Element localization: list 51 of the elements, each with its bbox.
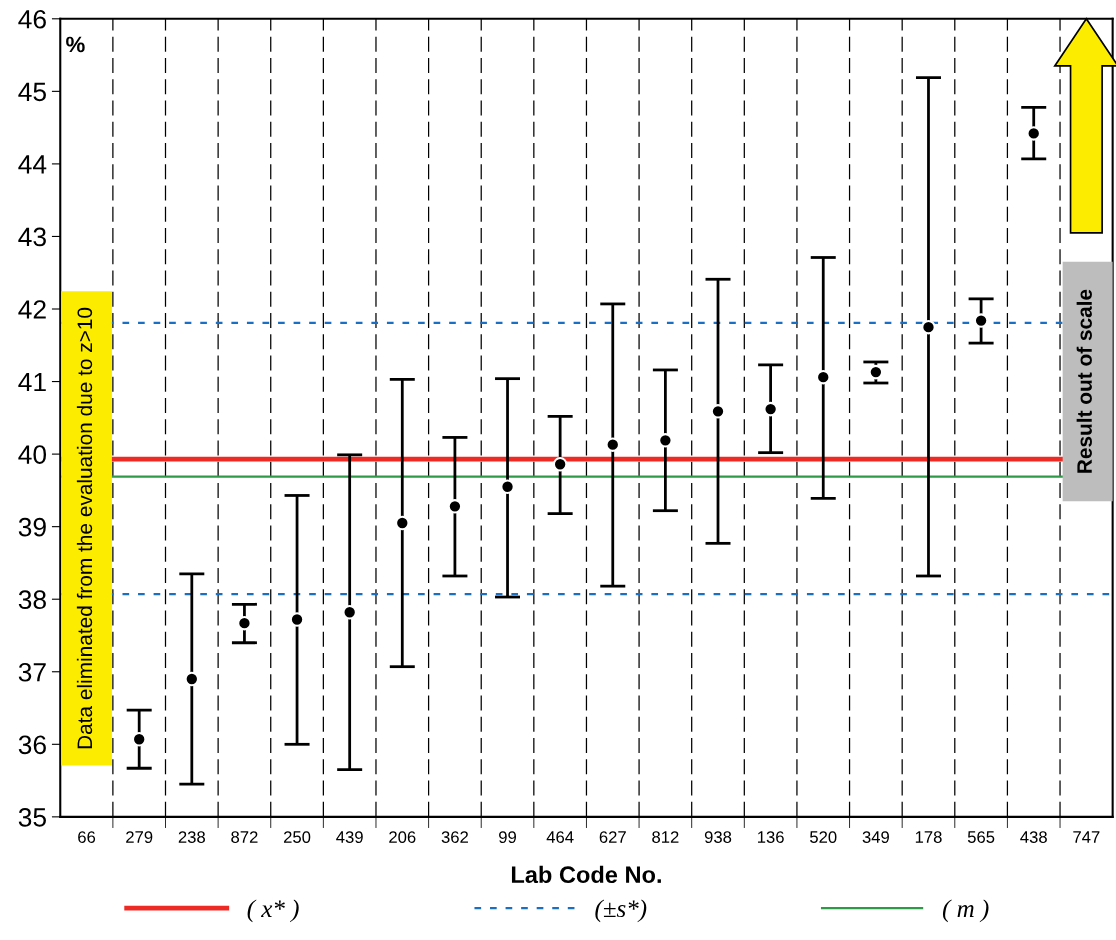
legend-label: (±s*) bbox=[595, 899, 647, 923]
x-tick-label: 627 bbox=[599, 831, 626, 843]
y-tick-label: 43 bbox=[18, 227, 46, 247]
x-tick-label: 238 bbox=[178, 831, 205, 843]
x-tick-label: 812 bbox=[652, 831, 679, 843]
x-tick-label: 349 bbox=[862, 831, 889, 843]
legend-label: ( x* ) bbox=[247, 899, 299, 923]
point bbox=[447, 499, 463, 514]
y-tick-label: 38 bbox=[18, 590, 46, 610]
y-tick-label: 45 bbox=[18, 82, 46, 102]
x-tick-label: 438 bbox=[1020, 831, 1047, 843]
point bbox=[552, 457, 568, 472]
y-tick-label: 39 bbox=[18, 517, 46, 537]
point bbox=[289, 612, 305, 627]
y-tick-label: 44 bbox=[18, 155, 47, 174]
x-tick-label: 99 bbox=[499, 831, 517, 843]
x-tick-label: 464 bbox=[546, 831, 574, 843]
x-tick-label: 520 bbox=[810, 831, 837, 843]
x-tick-label: 362 bbox=[441, 831, 468, 843]
annotation: Result out of scale bbox=[1076, 289, 1092, 473]
x-tick-label: 206 bbox=[389, 831, 416, 843]
legend-label: ( m ) bbox=[942, 899, 989, 923]
y-tick-label: 37 bbox=[18, 662, 46, 682]
x-tick-label: 938 bbox=[704, 831, 732, 843]
point bbox=[921, 319, 936, 335]
point bbox=[342, 605, 357, 620]
x-tick-label: 136 bbox=[757, 831, 784, 843]
point bbox=[658, 433, 673, 448]
x-tick-label: 66 bbox=[78, 831, 96, 843]
y-tick-label: 40 bbox=[18, 445, 47, 464]
point bbox=[1026, 126, 1041, 141]
y-axis-title: % bbox=[66, 36, 85, 53]
annotation: Data eliminated from the evaluation due to z>10 bbox=[76, 307, 93, 749]
x-tick-label: 279 bbox=[126, 831, 153, 843]
y-tick-label: 46 bbox=[18, 9, 46, 29]
y-tick-label: 42 bbox=[18, 300, 46, 319]
x-tick-label: 565 bbox=[967, 831, 995, 843]
point bbox=[710, 404, 726, 419]
point bbox=[237, 615, 252, 631]
y-tick-label: 36 bbox=[18, 735, 46, 755]
x-tick-label: 250 bbox=[283, 831, 311, 843]
x-axis-title: Lab Code No. bbox=[511, 865, 661, 884]
y-tick-label: 35 bbox=[18, 807, 46, 827]
point bbox=[763, 401, 778, 417]
y-tick-label: 41 bbox=[18, 372, 46, 392]
point bbox=[395, 515, 410, 531]
x-tick-label: 439 bbox=[336, 831, 363, 843]
x-tick-label: 178 bbox=[915, 831, 942, 843]
x-tick-label: 747 bbox=[1073, 831, 1100, 843]
x-tick-label: 872 bbox=[231, 831, 258, 843]
point bbox=[500, 479, 515, 494]
